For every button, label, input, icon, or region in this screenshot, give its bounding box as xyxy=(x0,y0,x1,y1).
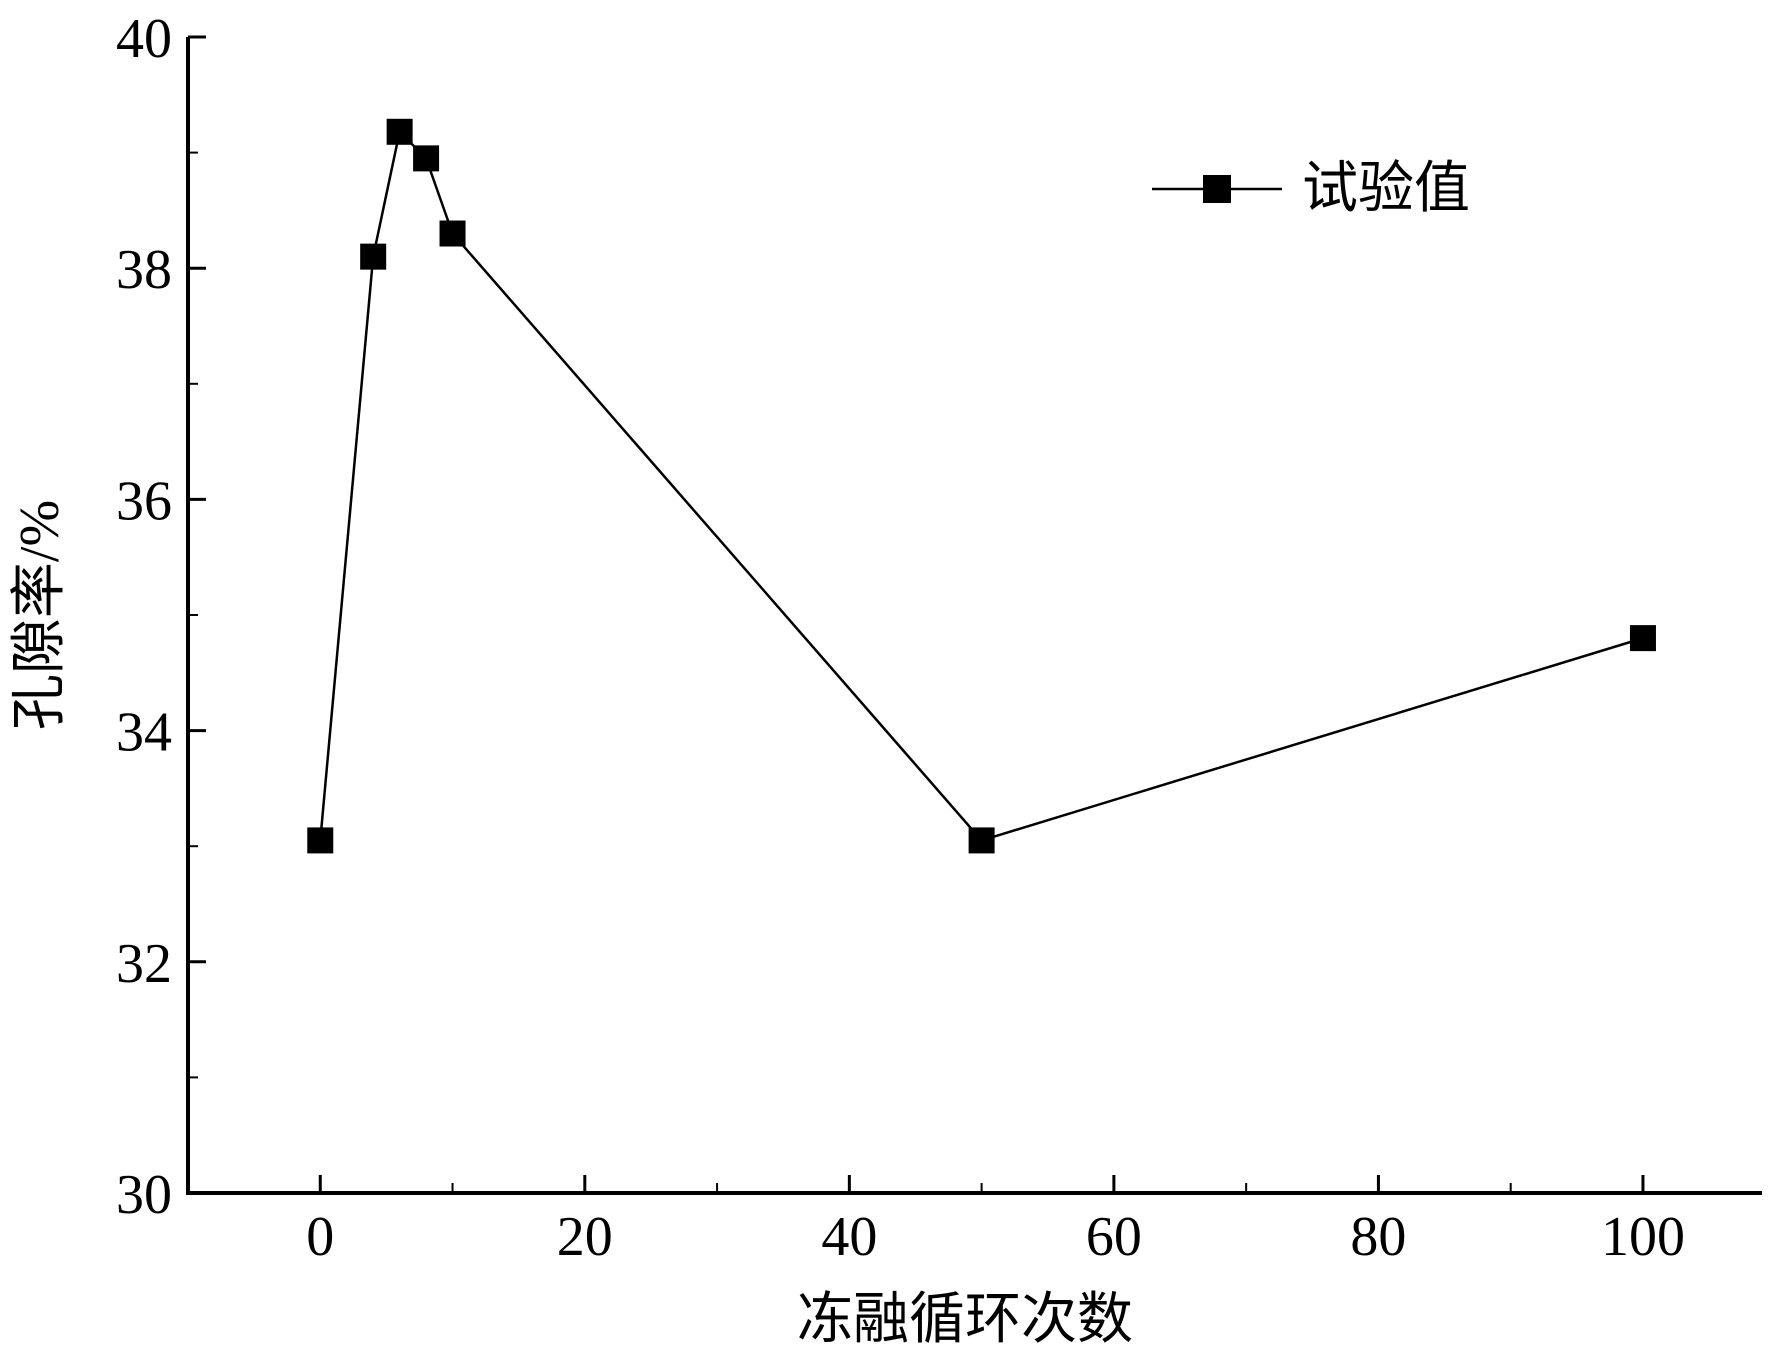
x-tick-label: 80 xyxy=(1350,1206,1406,1268)
x-tick-label: 40 xyxy=(821,1206,877,1268)
legend: 试验值 xyxy=(1152,158,1470,220)
series-polyline xyxy=(319,129,1644,842)
data-point-marker xyxy=(968,827,995,854)
y-tick-label: 38 xyxy=(116,239,172,301)
series-markers xyxy=(307,118,1656,854)
data-point-marker xyxy=(1629,625,1656,652)
legend-label: 试验值 xyxy=(1302,158,1470,220)
y-axis-label: 孔隙率/% xyxy=(9,500,71,730)
x-tick-label: 20 xyxy=(557,1206,613,1268)
y-tick-label: 40 xyxy=(116,8,172,70)
y-tick-label: 30 xyxy=(116,1164,172,1226)
x-tick-label: 60 xyxy=(1086,1206,1142,1268)
data-point-marker xyxy=(413,145,440,172)
x-tick-label: 0 xyxy=(306,1206,334,1268)
data-point-marker xyxy=(360,243,387,270)
legend-marker-swatch xyxy=(1203,175,1231,203)
y-tick-label: 32 xyxy=(116,933,172,995)
data-point-marker xyxy=(307,827,334,854)
series-line xyxy=(319,129,1644,842)
x-ticks: 0 20 40 60 80 100 xyxy=(306,1175,1685,1268)
y-tick-label: 34 xyxy=(116,702,172,764)
x-tick-label: 100 xyxy=(1601,1206,1685,1268)
y-ticks: 30 32 34 36 38 40 xyxy=(116,8,206,1226)
x-axis-label: 冻融循环次数 xyxy=(797,1289,1133,1350)
data-point-marker xyxy=(386,118,413,145)
data-point-marker xyxy=(439,220,466,247)
y-tick-label: 36 xyxy=(116,470,172,532)
